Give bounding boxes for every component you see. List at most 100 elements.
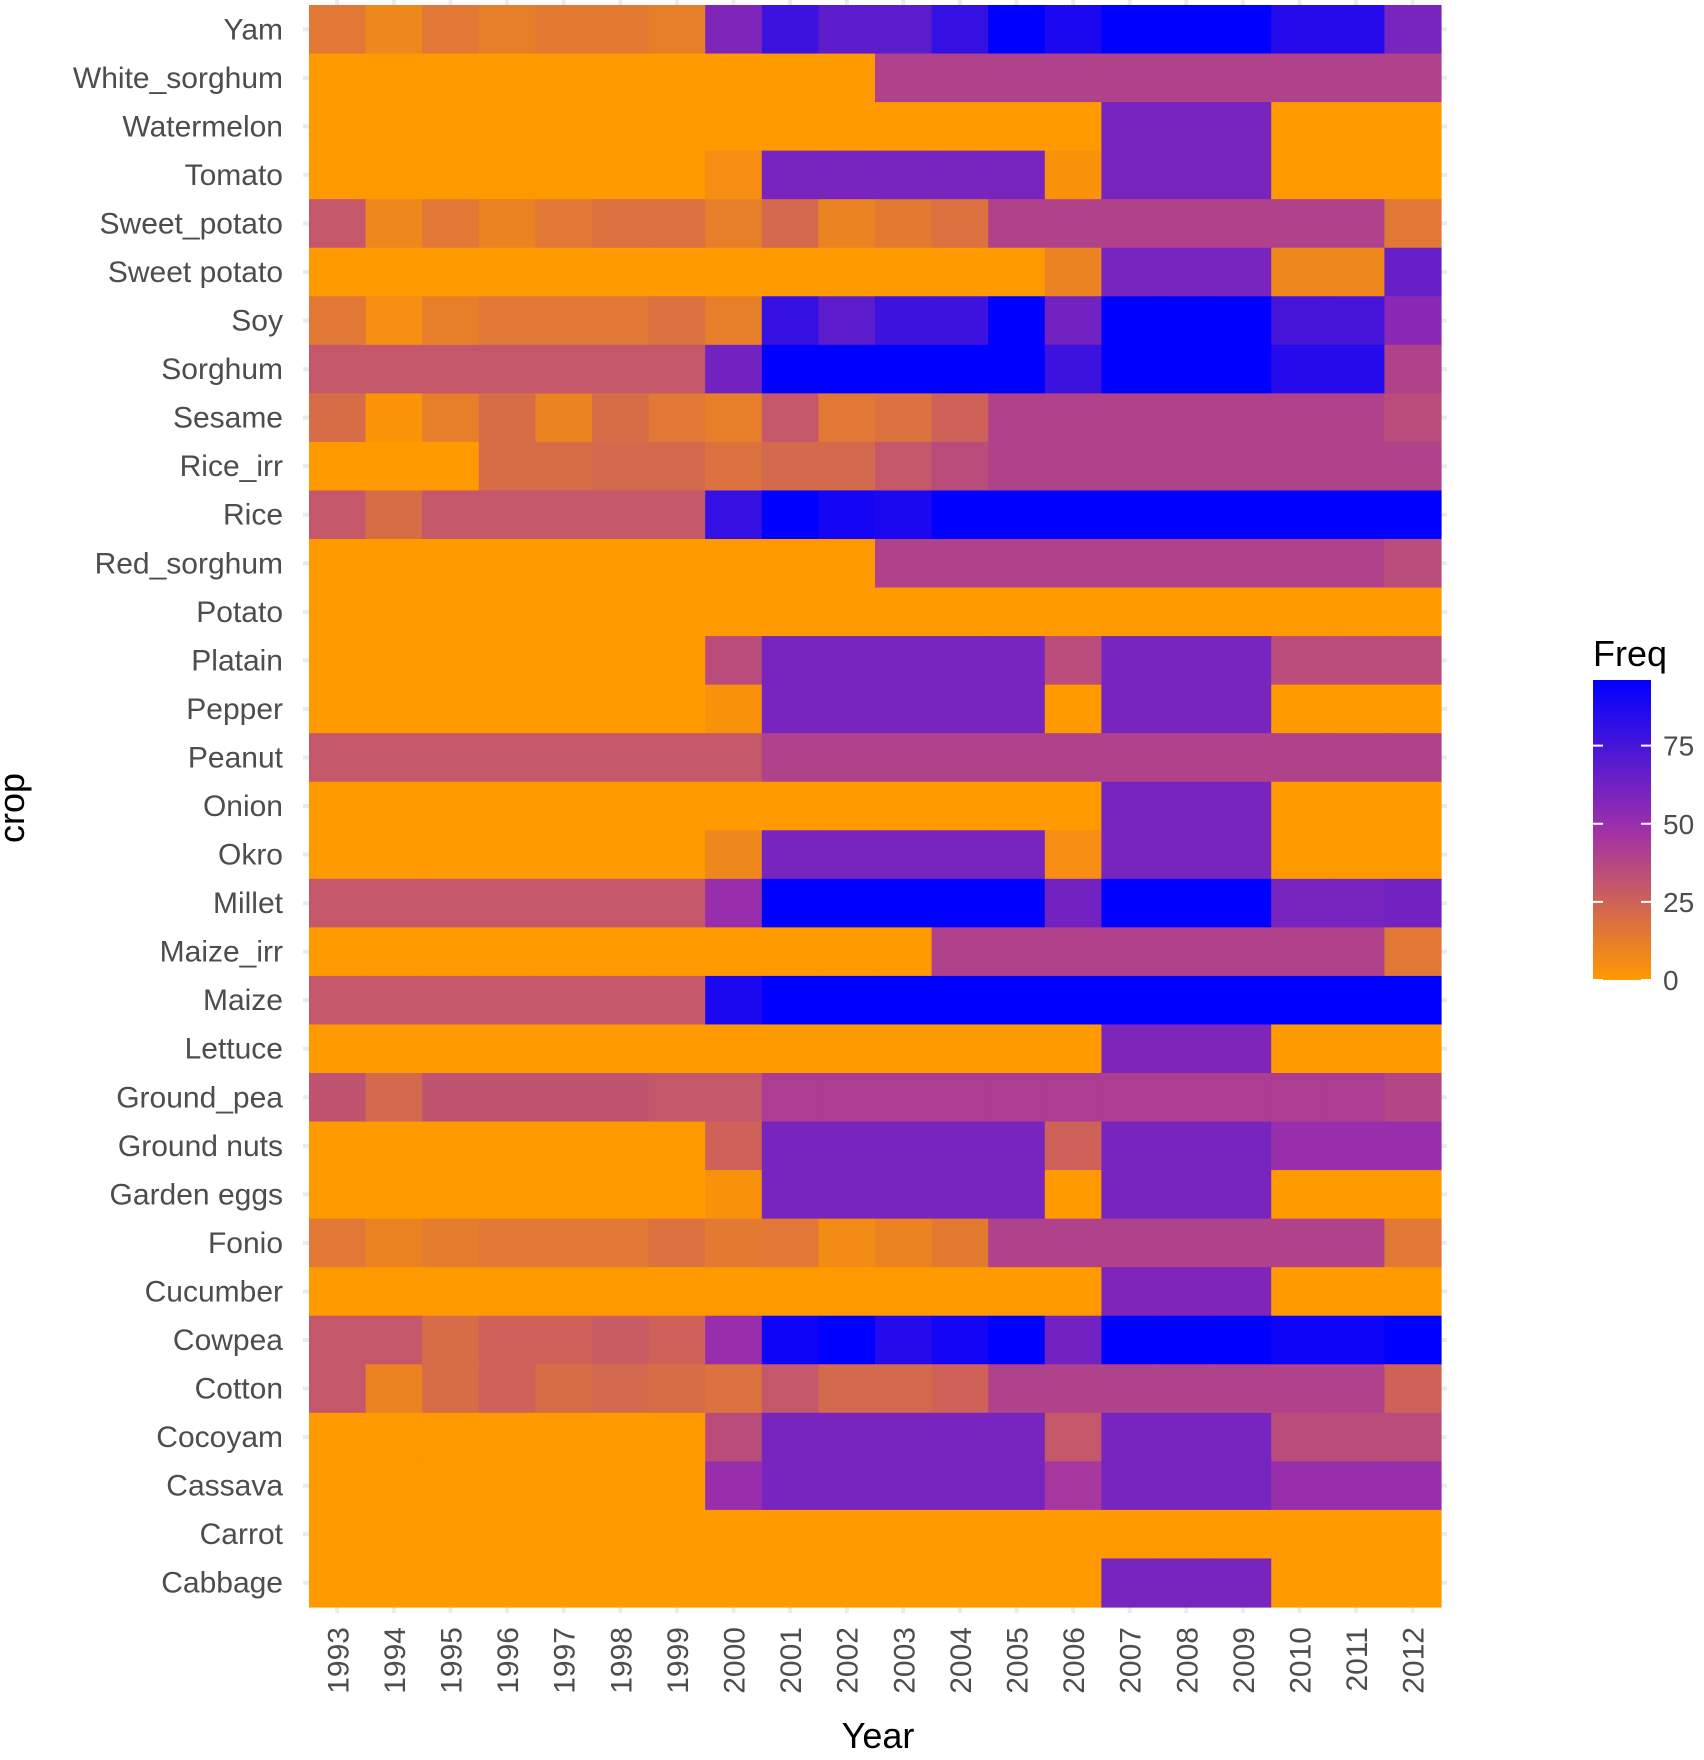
heatmap-cell [988,636,1046,686]
x-tick-label: 1997 [549,1627,582,1694]
heatmap-cell [931,878,989,928]
heatmap-cell [1214,1170,1272,1220]
heatmap-cell [1044,1558,1102,1608]
heatmap-cell [1327,733,1385,783]
heatmap-cell [1044,830,1102,880]
heatmap-cell [1214,1509,1272,1560]
heatmap-cell [592,1024,650,1074]
heatmap-cell [1158,1218,1216,1268]
heatmap-cell [1158,247,1216,297]
legend-tick-label: 25 [1663,887,1694,918]
heatmap-cell [1158,1073,1216,1123]
heatmap-cell [422,636,480,686]
heatmap-cell [1101,733,1159,783]
heatmap-cell [365,781,423,831]
heatmap-cell [988,1412,1046,1462]
heatmap-cell [1271,1412,1329,1462]
heatmap-cell [761,1558,819,1608]
heatmap-cell [592,1170,650,1220]
heatmap-cell [875,102,933,152]
heatmap-cell [365,1170,423,1220]
heatmap-cell [648,975,706,1026]
heatmap-cell [818,1073,876,1123]
heatmap-cell [931,247,989,297]
heatmap-cell [1158,1315,1216,1365]
heatmap-cell [478,102,536,152]
heatmap-cell [535,1121,593,1171]
heatmap-cell [592,247,650,297]
heatmap-cell [648,830,706,880]
heatmap-cell [761,587,819,637]
heatmap-cell [1044,1315,1102,1365]
heatmap-cell [931,393,989,443]
heatmap-cell [705,296,763,346]
heatmap-cell [422,296,480,346]
heatmap-cell [1158,199,1216,249]
heatmap-cell [1271,539,1329,589]
heatmap-cell [988,1267,1046,1317]
heatmap-cell [988,344,1046,394]
heatmap-cell [1044,1267,1102,1317]
heatmap-cell [592,636,650,686]
heatmap-cell [1158,1558,1216,1608]
heatmap-cell [1214,636,1272,686]
heatmap-cell [705,1558,763,1608]
heatmap-cell [931,102,989,152]
y-tick-label: Pepper [186,693,283,726]
heatmap-cell [1101,102,1159,152]
heatmap-cell [931,975,989,1026]
heatmap-cell [535,1073,593,1123]
heatmap-cell [1044,636,1102,686]
heatmap-cell [422,975,480,1026]
x-tick-label: 2008 [1171,1627,1204,1694]
heatmap-cell [422,247,480,297]
heatmap-cell [761,927,819,977]
heatmap-cell [1158,150,1216,200]
heatmap-cell [478,441,536,492]
heatmap-cell [1158,1024,1216,1074]
y-tick-label: Red_sorghum [95,547,283,580]
heatmap-cell [1214,1558,1272,1608]
heatmap-cell [705,733,763,783]
heatmap-cell [535,975,593,1026]
heatmap-cell [875,344,933,394]
heatmap-cell [705,587,763,637]
heatmap-cell [988,1315,1046,1365]
heatmap-cell [365,53,423,103]
heatmap-cell [1327,1412,1385,1462]
heatmap-cell [988,684,1046,734]
heatmap-cell [1158,927,1216,977]
y-axis-title: crop [0,773,32,843]
heatmap-cell [931,1558,989,1608]
heatmap-cell [1271,587,1329,637]
heatmap-cell [1044,5,1102,55]
heatmap-cell [478,1364,536,1414]
heatmap-cell [1044,1024,1102,1074]
heatmap-cell [875,1267,933,1317]
heatmap-cell [1101,1509,1159,1560]
heatmap-cell [535,927,593,977]
heatmap-cell [422,878,480,928]
heatmap-cell [1214,393,1272,443]
heatmap-cell [592,5,650,55]
heatmap-cell [931,781,989,831]
heatmap-cell [592,975,650,1026]
heatmap-cell [365,5,423,55]
heatmap-cell [705,1121,763,1171]
heatmap-cell [1327,684,1385,734]
heatmap-cell [309,1315,367,1365]
heatmap-cell [875,1121,933,1171]
heatmap-cell [535,830,593,880]
heatmap-cell [818,344,876,394]
heatmap-cell [1044,781,1102,831]
heatmap-cell [478,636,536,686]
heatmap-cells [309,5,1442,1608]
heatmap-cell [1214,1121,1272,1171]
heatmap-cell [1101,1412,1159,1462]
heatmap-cell [535,1218,593,1268]
heatmap-cell [1158,1509,1216,1560]
heatmap-cell [818,927,876,977]
heatmap-cell [705,247,763,297]
heatmap-cell [818,878,876,928]
heatmap-cell [535,1412,593,1462]
